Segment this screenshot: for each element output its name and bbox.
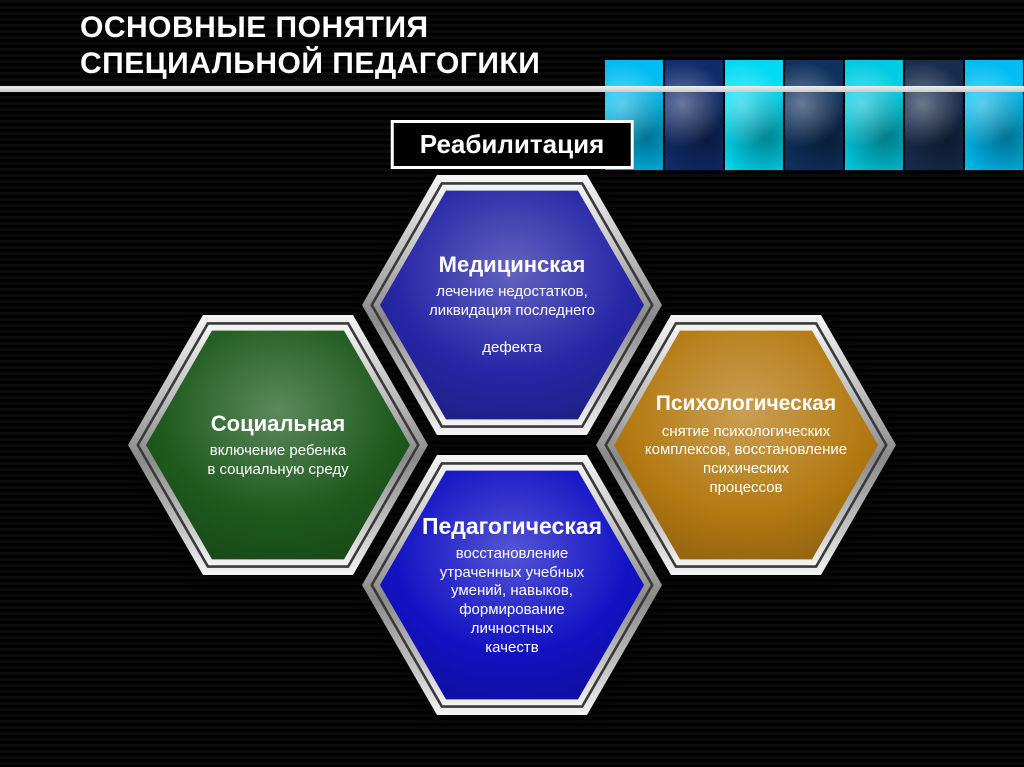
- subtitle-box: Реабилитация: [391, 120, 634, 169]
- hex-title-top: Медицинская: [439, 252, 586, 277]
- color-band-stripe: [845, 60, 903, 170]
- hex-title-left: Социальная: [211, 411, 345, 436]
- page-title: ОСНОВНЫЕ ПОНЯТИЯ СПЕЦИАЛЬНОЙ ПЕДАГОГИКИ: [80, 10, 540, 82]
- hex-body-right: снятие психологических комплексов, восст…: [645, 423, 847, 498]
- hex-bottom: Педагогическая восстановление утраченных …: [362, 455, 662, 715]
- hex-body-top: лечение недостатков, ликвидация последне…: [429, 283, 595, 358]
- color-band-stripe: [965, 60, 1023, 170]
- color-band-stripe: [725, 60, 783, 170]
- decorative-color-band: [604, 60, 1024, 170]
- hex-title-bottom: Педагогическая: [422, 513, 602, 539]
- subtitle-text: Реабилитация: [420, 129, 605, 159]
- hex-body-bottom: восстановление утраченных учебных умений…: [440, 545, 585, 658]
- hex-diagram: Медицинская лечение недостатков, ликвидац…: [0, 165, 1024, 767]
- hex-title-right: Психологическая: [656, 392, 836, 416]
- title-underline: [0, 86, 1024, 92]
- hex-content-bottom: Педагогическая восстановление утраченных …: [362, 455, 662, 715]
- hex-body-left: включение ребенка в социальную среду: [207, 442, 348, 480]
- color-band-stripe: [665, 60, 723, 170]
- color-band-stripe: [905, 60, 963, 170]
- color-band-stripe: [785, 60, 843, 170]
